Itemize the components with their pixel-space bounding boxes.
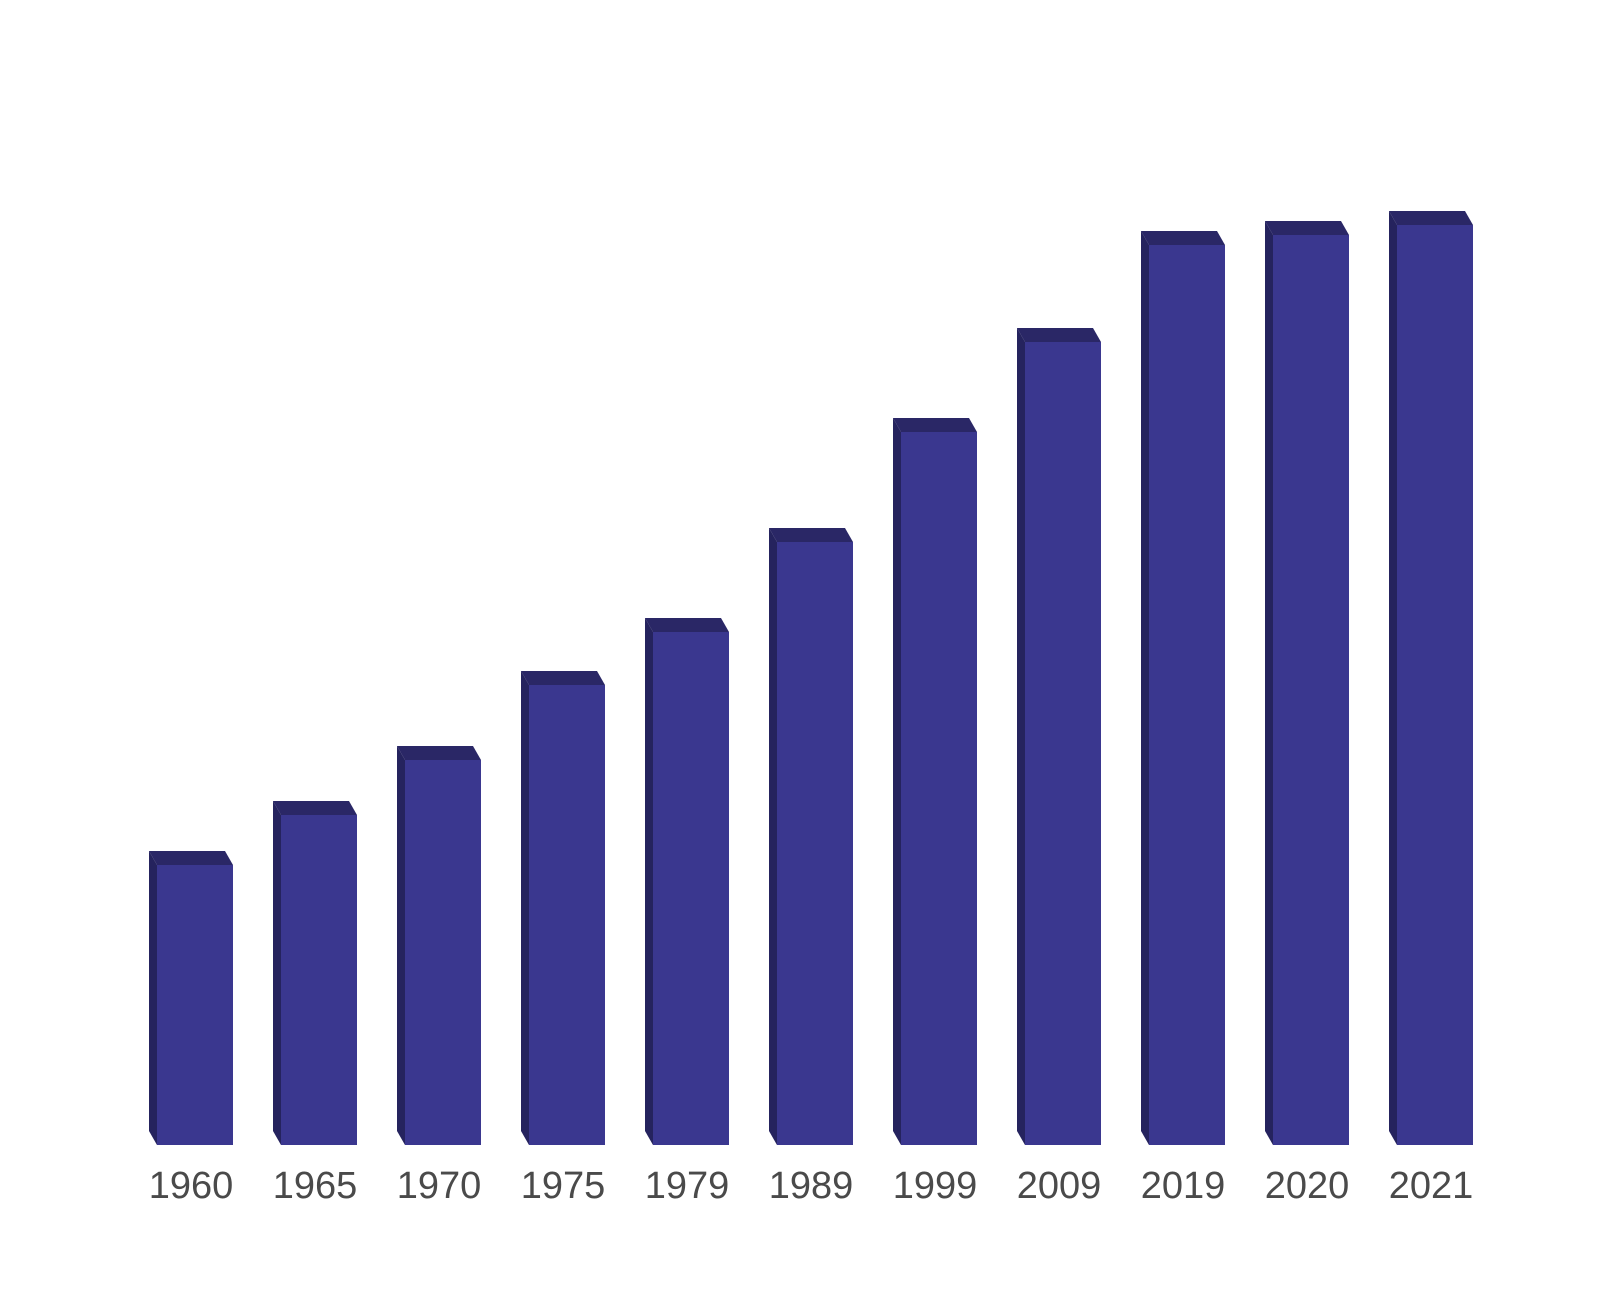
bar-front-2019	[1149, 245, 1225, 1145]
x-tick-label-2019: 2019	[1141, 1165, 1226, 1207]
bar-top-2021	[1389, 211, 1473, 225]
bar-side-2019	[1141, 231, 1149, 1145]
x-tick-labels: 1960 1965 1970 1975 1979 1989 1999 2009 2019 2020…	[149, 1165, 1474, 1207]
bar-side-1965	[273, 801, 281, 1145]
bar-front-2021	[1397, 225, 1473, 1145]
bar-top-2019	[1141, 231, 1225, 245]
bar-2021	[1389, 211, 1473, 1145]
bar-1975	[521, 671, 605, 1145]
bar-1965	[273, 801, 357, 1145]
bar-front-1975	[529, 685, 605, 1145]
bar-top-1975	[521, 671, 605, 685]
bar-1960	[149, 851, 233, 1145]
bar-side-2021	[1389, 211, 1397, 1145]
bar-front-1970	[405, 760, 481, 1145]
bar-top-1970	[397, 746, 481, 760]
x-tick-label-1960: 1960	[149, 1165, 234, 1207]
bar-side-1975	[521, 671, 529, 1145]
x-tick-label-1999: 1999	[893, 1165, 978, 1207]
bar-side-2020	[1265, 221, 1273, 1145]
bar-top-1989	[769, 528, 853, 542]
bar-top-1999	[893, 418, 977, 432]
bar-2009	[1017, 328, 1101, 1145]
x-tick-label-2020: 2020	[1265, 1165, 1350, 1207]
x-tick-label-1989: 1989	[769, 1165, 854, 1207]
bar-side-1970	[397, 746, 405, 1145]
bar-1970	[397, 746, 481, 1145]
bar-side-1960	[149, 851, 157, 1145]
bar-top-1979	[645, 618, 729, 632]
bar-top-1965	[273, 801, 357, 815]
bar-front-1979	[653, 632, 729, 1145]
bar-side-1999	[893, 418, 901, 1145]
bar-2019	[1141, 231, 1225, 1145]
bar-top-2009	[1017, 328, 1101, 342]
bar-2020	[1265, 221, 1349, 1145]
bar-side-1989	[769, 528, 777, 1145]
x-tick-label-2009: 2009	[1017, 1165, 1102, 1207]
bar-front-2009	[1025, 342, 1101, 1145]
bar-1989	[769, 528, 853, 1145]
bar-top-2020	[1265, 221, 1349, 235]
bar-top-1960	[149, 851, 233, 865]
bars-layer	[149, 211, 1473, 1145]
x-tick-label-2021: 2021	[1389, 1165, 1474, 1207]
bar-front-1965	[281, 815, 357, 1145]
bar-front-1999	[901, 432, 977, 1145]
bar-front-1989	[777, 542, 853, 1145]
bar-1999	[893, 418, 977, 1145]
bar-1979	[645, 618, 729, 1145]
x-tick-label-1970: 1970	[397, 1165, 482, 1207]
bar-front-1960	[157, 865, 233, 1145]
x-tick-label-1979: 1979	[645, 1165, 730, 1207]
x-tick-label-1975: 1975	[521, 1165, 606, 1207]
bar-side-1979	[645, 618, 653, 1145]
x-tick-label-1965: 1965	[273, 1165, 358, 1207]
bar-side-2009	[1017, 328, 1025, 1145]
bar-front-2020	[1273, 235, 1349, 1145]
